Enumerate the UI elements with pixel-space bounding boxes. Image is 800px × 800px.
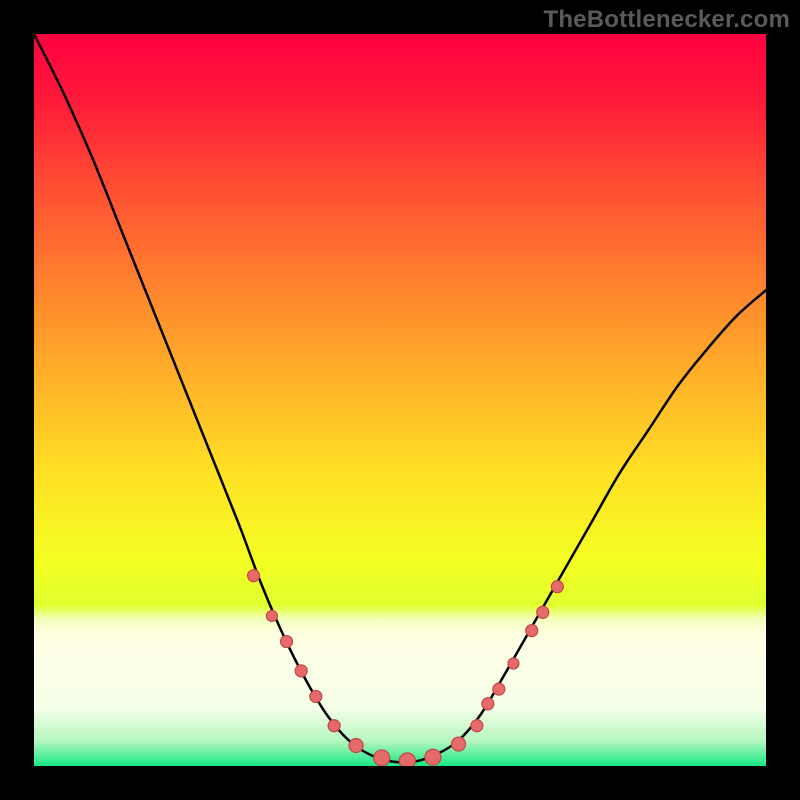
marker-point bbox=[452, 737, 466, 751]
bottleneck-curve bbox=[34, 34, 766, 762]
marker-point bbox=[425, 749, 441, 765]
marker-point bbox=[551, 581, 563, 593]
marker-point bbox=[349, 739, 363, 753]
curve-layer bbox=[34, 34, 766, 766]
marker-point bbox=[537, 606, 549, 618]
marker-point bbox=[482, 698, 494, 710]
marker-point bbox=[493, 683, 505, 695]
marker-point bbox=[508, 658, 519, 669]
marker-point bbox=[281, 636, 293, 648]
marker-point bbox=[248, 570, 260, 582]
watermark-text: TheBottlenecker.com bbox=[543, 6, 790, 34]
marker-point bbox=[310, 690, 322, 702]
plot-area bbox=[34, 34, 766, 766]
chart-stage: TheBottlenecker.com bbox=[0, 0, 800, 800]
marker-point bbox=[374, 750, 390, 766]
marker-point bbox=[295, 665, 307, 677]
marker-point bbox=[471, 720, 483, 732]
marker-point bbox=[399, 753, 415, 766]
marker-point bbox=[526, 625, 538, 637]
marker-point bbox=[328, 720, 340, 732]
marker-point bbox=[266, 610, 277, 621]
